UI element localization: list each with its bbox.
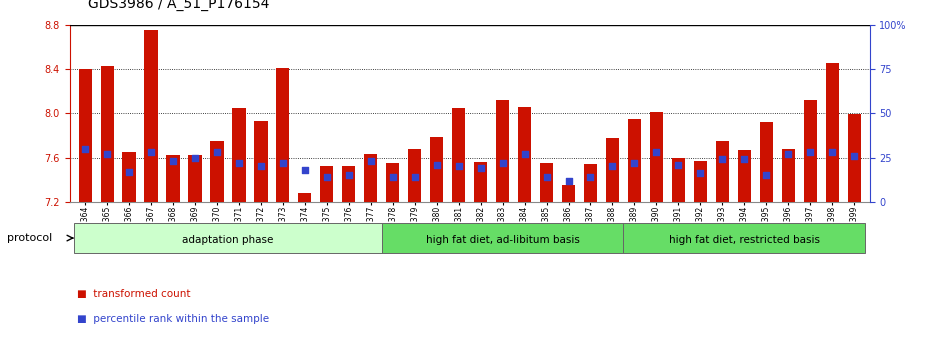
Point <box>781 151 796 157</box>
Point <box>803 149 817 155</box>
Point <box>517 151 532 157</box>
Bar <box>496 100 510 202</box>
Point <box>473 165 488 171</box>
Point <box>737 156 751 162</box>
Bar <box>408 149 421 202</box>
Bar <box>381 223 623 253</box>
Point <box>451 164 466 169</box>
Point <box>143 149 158 155</box>
Bar <box>826 63 839 202</box>
Bar <box>628 119 641 202</box>
Point <box>254 164 269 169</box>
Point <box>364 158 379 164</box>
Point <box>209 149 224 155</box>
Bar <box>650 112 663 202</box>
Bar <box>100 66 113 202</box>
Bar <box>123 152 136 202</box>
Bar <box>189 155 202 202</box>
Point <box>649 149 664 155</box>
Point <box>298 167 312 173</box>
Point <box>341 172 356 178</box>
Point <box>539 174 554 180</box>
Bar <box>847 114 861 202</box>
Point <box>188 155 203 160</box>
Point <box>846 153 861 159</box>
Point <box>78 146 93 152</box>
Point <box>825 149 840 155</box>
Bar <box>518 107 531 202</box>
Text: adaptation phase: adaptation phase <box>182 235 273 245</box>
Bar <box>299 193 312 202</box>
Point <box>627 160 642 166</box>
Bar <box>342 166 355 202</box>
Point <box>430 162 445 167</box>
Bar <box>232 108 246 202</box>
Bar <box>605 138 619 202</box>
Text: protocol: protocol <box>7 233 52 243</box>
Text: GDS3986 / A_51_P176154: GDS3986 / A_51_P176154 <box>88 0 270 11</box>
Bar <box>737 150 751 202</box>
Point <box>407 174 422 180</box>
Point <box>385 174 400 180</box>
Bar <box>144 30 158 202</box>
Point <box>232 160 246 166</box>
Text: ■  percentile rank within the sample: ■ percentile rank within the sample <box>77 314 270 324</box>
Point <box>319 174 334 180</box>
Bar <box>804 100 817 202</box>
Point <box>671 162 685 167</box>
Bar <box>562 185 575 202</box>
Bar <box>584 164 597 202</box>
Bar <box>365 154 378 202</box>
Point <box>100 151 114 157</box>
Point <box>605 164 620 169</box>
Bar <box>623 223 865 253</box>
Text: high fat diet, ad-libitum basis: high fat diet, ad-libitum basis <box>426 235 579 245</box>
Bar <box>276 68 289 202</box>
Point <box>495 160 510 166</box>
Bar <box>716 141 729 202</box>
Bar <box>386 163 399 202</box>
Text: high fat diet, restricted basis: high fat diet, restricted basis <box>669 235 820 245</box>
Point <box>166 158 180 164</box>
Bar <box>671 158 685 202</box>
Bar <box>320 166 334 202</box>
Point <box>122 169 137 175</box>
Bar <box>74 223 381 253</box>
Point <box>583 174 598 180</box>
Bar <box>430 137 444 202</box>
Bar <box>210 141 223 202</box>
Bar <box>781 149 795 202</box>
Bar <box>474 162 487 202</box>
Bar <box>694 161 707 202</box>
Point <box>759 172 774 178</box>
Bar <box>78 69 92 202</box>
Bar <box>540 163 553 202</box>
Point <box>561 178 576 183</box>
Point <box>715 156 730 162</box>
Point <box>693 171 708 176</box>
Bar <box>760 122 773 202</box>
Bar <box>254 121 268 202</box>
Text: ■  transformed count: ■ transformed count <box>77 289 191 299</box>
Bar <box>166 155 179 202</box>
Point <box>275 160 290 166</box>
Bar <box>452 108 465 202</box>
